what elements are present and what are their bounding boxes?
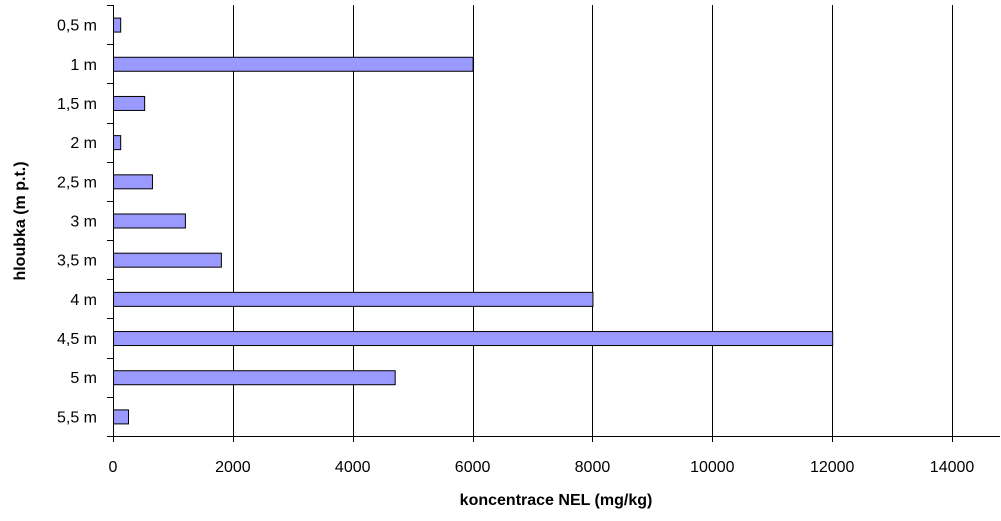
y-tick-label: 2 m — [70, 135, 97, 152]
bar — [113, 213, 186, 229]
x-tick-label: 10000 — [690, 459, 735, 476]
bar — [113, 409, 129, 425]
y-tick-label: 1 m — [70, 57, 97, 74]
bar — [113, 56, 474, 72]
bars — [113, 17, 834, 425]
y-tick-label: 4 m — [70, 292, 97, 309]
bar — [113, 95, 146, 111]
bar — [113, 174, 153, 190]
y-tick-label: 1,5 m — [57, 96, 97, 113]
y-tick-label: 4,5 m — [57, 331, 97, 348]
y-tick-label: 5 m — [70, 370, 97, 387]
x-tick-label: 0 — [109, 459, 118, 476]
x-tick-label: 14000 — [930, 459, 975, 476]
x-tick-label: 2000 — [215, 459, 251, 476]
y-axis-title: hloubka (m p.t.) — [12, 161, 29, 280]
x-axis-title: koncentrace NEL (mg/kg) — [460, 492, 653, 509]
y-tick-label: 5,5 m — [57, 409, 97, 426]
y-tick-label: 0,5 m — [57, 18, 97, 35]
bar — [113, 17, 122, 33]
x-tick-label: 4000 — [335, 459, 371, 476]
x-tick-label: 8000 — [575, 459, 611, 476]
gridlines — [233, 5, 953, 436]
x-tick-label: 12000 — [810, 459, 855, 476]
bar — [113, 291, 594, 307]
x-tick-label: 6000 — [455, 459, 491, 476]
y-tick-label: 2,5 m — [57, 174, 97, 191]
axes — [107, 5, 1000, 442]
y-tick-label: 3 m — [70, 214, 97, 231]
bar — [113, 135, 122, 151]
bar — [113, 252, 222, 268]
bar — [113, 331, 834, 347]
tick-labels: 0 2000 4000 6000 8000 10000 12000 14000 0,5 m 1 m… — [57, 18, 974, 476]
bar — [113, 370, 396, 386]
y-tick-label: 3,5 m — [57, 253, 97, 270]
